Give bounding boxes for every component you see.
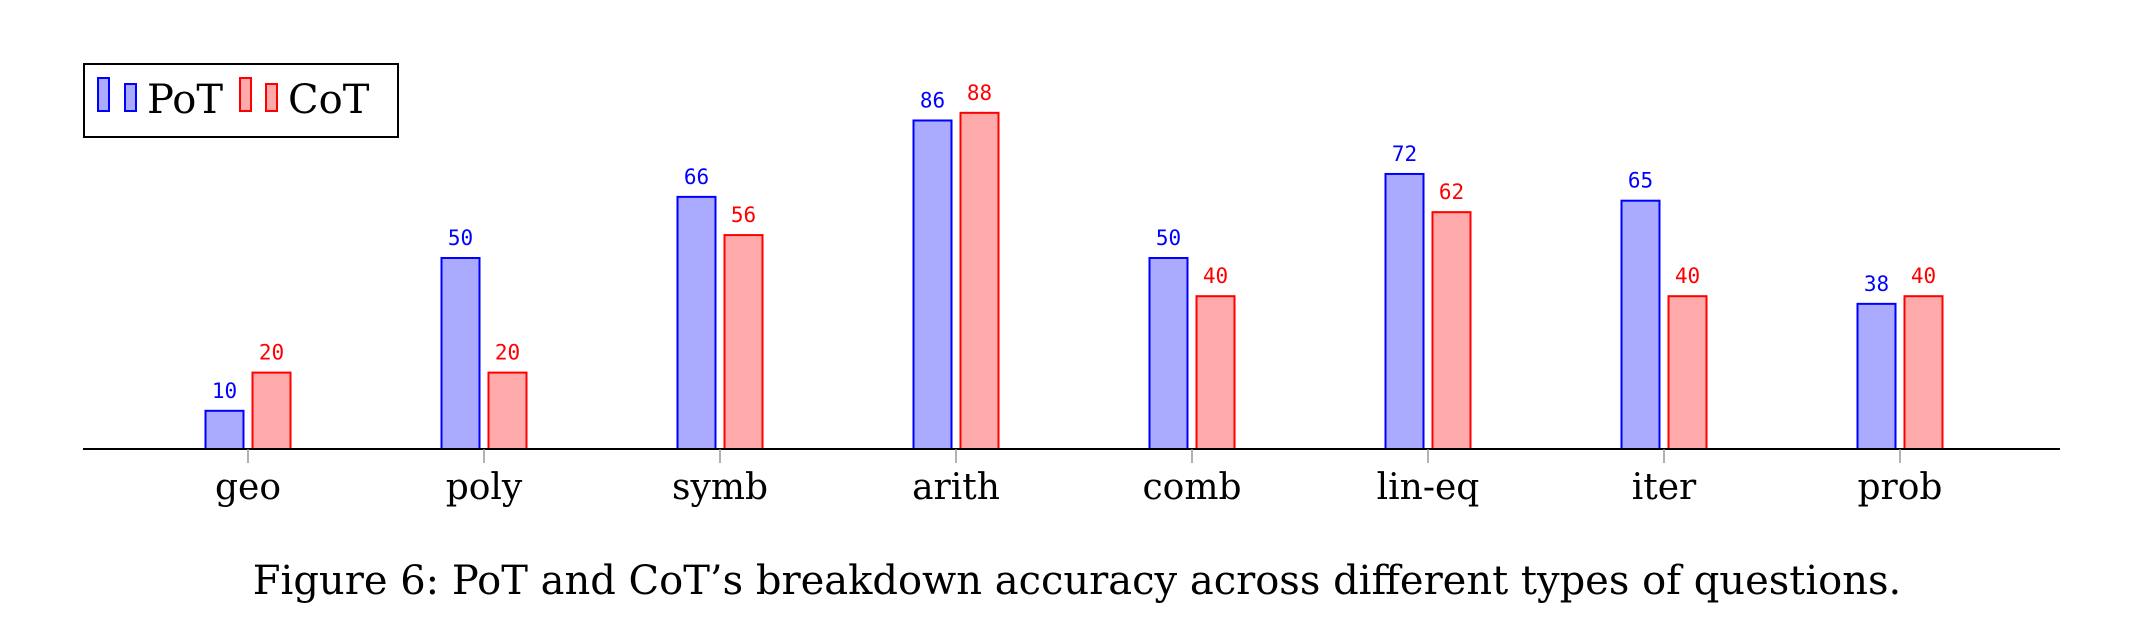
data-label-pot-geo: 10 bbox=[212, 379, 237, 403]
bar-cot-lin-eq bbox=[1431, 211, 1472, 450]
data-label-cot-iter: 40 bbox=[1675, 264, 1700, 288]
bar-pot-geo bbox=[204, 409, 245, 450]
x-tick-label-poly: poly bbox=[446, 467, 523, 508]
legend-swatch-cot-1 bbox=[239, 77, 252, 112]
legend-swatch-cot-2 bbox=[265, 83, 278, 112]
bar-cot-comb bbox=[1195, 295, 1236, 451]
bar-pot-prob bbox=[1856, 302, 1897, 450]
data-label-pot-arith: 86 bbox=[920, 88, 945, 112]
legend-label-cot: CoT bbox=[288, 77, 370, 123]
data-label-cot-comb: 40 bbox=[1203, 264, 1228, 288]
data-label-pot-comb: 50 bbox=[1156, 226, 1181, 250]
bar-cot-arith bbox=[959, 111, 1000, 450]
bar-cot-poly bbox=[487, 371, 528, 451]
data-label-cot-geo: 20 bbox=[259, 341, 284, 365]
bar-pot-arith bbox=[912, 119, 953, 450]
bar-pot-poly bbox=[440, 257, 481, 450]
x-ticks-layer: geo poly symb arith comb lin-eq iter prob bbox=[215, 449, 1943, 508]
bar-pot-lin-eq bbox=[1384, 172, 1425, 451]
x-tick-label-geo: geo bbox=[215, 467, 281, 508]
data-label-pot-prob: 38 bbox=[1864, 272, 1889, 296]
bar-chart: 10 20 50 20 66 56 86 88 50 40 72 62 65 40 38 40 geo poly… bbox=[83, 63, 2060, 508]
legend-swatch-pot-1 bbox=[97, 77, 110, 112]
bars-layer: 10 20 50 20 66 56 86 88 50 40 72 62 65 40 38 40 bbox=[204, 81, 1944, 451]
data-label-cot-lin-eq: 62 bbox=[1439, 180, 1464, 204]
bar-cot-prob bbox=[1903, 295, 1944, 451]
legend-swatch-pot-2 bbox=[124, 83, 137, 112]
data-label-cot-symb: 56 bbox=[731, 203, 756, 227]
figure-caption: Figure 6: PoT and CoT’s breakdown accura… bbox=[252, 558, 1902, 604]
bar-cot-geo bbox=[251, 371, 292, 451]
data-label-pot-iter: 65 bbox=[1628, 169, 1653, 193]
legend: PoT CoT bbox=[83, 63, 399, 138]
x-tick-label-lin-eq: lin-eq bbox=[1377, 467, 1480, 508]
bar-cot-iter bbox=[1667, 295, 1708, 451]
data-label-cot-poly: 20 bbox=[495, 341, 520, 365]
data-label-cot-arith: 88 bbox=[967, 81, 992, 105]
x-tick-label-arith: arith bbox=[912, 467, 1000, 508]
data-label-cot-prob: 40 bbox=[1911, 264, 1936, 288]
bar-cot-symb bbox=[723, 234, 764, 450]
x-tick-label-iter: iter bbox=[1632, 467, 1697, 508]
x-tick-label-symb: symb bbox=[672, 467, 768, 508]
data-label-pot-lin-eq: 72 bbox=[1392, 142, 1417, 166]
bar-pot-symb bbox=[676, 195, 717, 450]
data-label-pot-symb: 66 bbox=[684, 165, 709, 189]
data-label-pot-poly: 50 bbox=[448, 226, 473, 250]
legend-label-pot: PoT bbox=[147, 77, 223, 123]
x-tick-label-comb: comb bbox=[1142, 467, 1241, 508]
bar-pot-iter bbox=[1620, 199, 1661, 450]
x-tick-label-prob: prob bbox=[1858, 467, 1943, 508]
bar-pot-comb bbox=[1148, 257, 1189, 450]
